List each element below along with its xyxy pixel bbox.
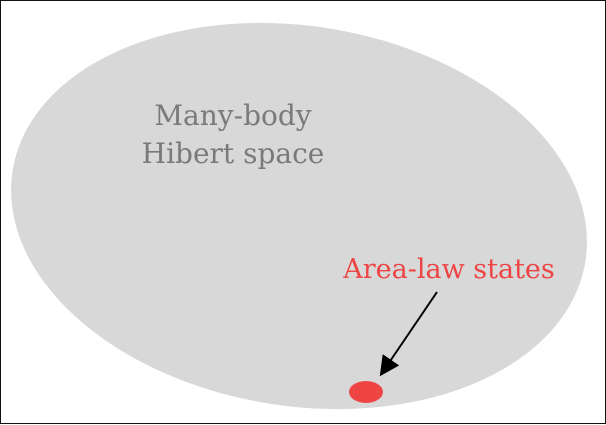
area-law-states-region	[349, 381, 383, 403]
hilbert-space-label-line2: Hibert space	[142, 137, 325, 170]
arrow-to-area-law-states	[379, 291, 438, 377]
hilbert-space-label-line1: Many-body	[154, 99, 311, 132]
area-law-label: Area-law states	[342, 254, 555, 285]
